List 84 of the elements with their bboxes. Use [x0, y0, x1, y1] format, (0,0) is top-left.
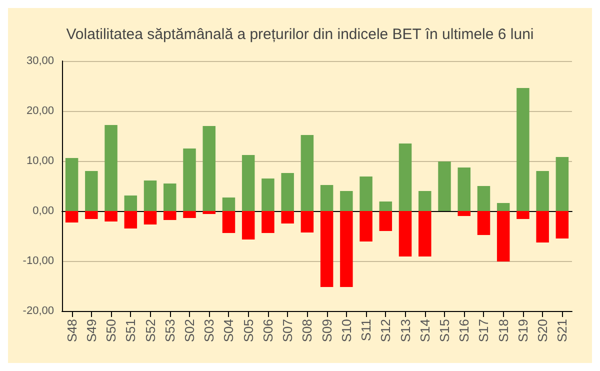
- bar: [183, 148, 196, 211]
- bar: [144, 180, 157, 211]
- x-tick-label: S18: [496, 319, 511, 342]
- bar: [477, 186, 490, 211]
- bar: [536, 211, 549, 242]
- bar: [418, 191, 432, 211]
- bar: [262, 178, 274, 211]
- bar: [281, 173, 294, 211]
- bar: [340, 191, 353, 211]
- x-tick-label: S53: [162, 319, 178, 342]
- bar: [65, 158, 78, 211]
- x-tick-label: S52: [142, 319, 158, 342]
- bar: [124, 196, 138, 211]
- x-tick-label: S50: [104, 319, 119, 342]
- x-tick-label: S08: [300, 319, 315, 342]
- bar: [124, 211, 138, 228]
- y-tick-label: 20,00: [26, 105, 54, 117]
- bar: [458, 168, 470, 211]
- x-tick-label: S09: [319, 319, 334, 342]
- x-tick-label: S14: [417, 319, 432, 342]
- bar: [164, 184, 176, 211]
- x-tick-label: S13: [398, 319, 413, 342]
- x-tick-label: S04: [221, 319, 236, 342]
- chart-title: Volatilitatea săptămânală a prețurilor din indicele BET în ultimele 6 luni: [66, 26, 534, 43]
- bar: [144, 211, 157, 224]
- bar: [379, 211, 392, 231]
- bar: [300, 135, 314, 211]
- x-tick-label: S03: [202, 319, 217, 342]
- x-tick-label: S21: [554, 319, 570, 342]
- bar: [458, 211, 470, 216]
- bar: [222, 198, 236, 211]
- bar: [320, 211, 334, 287]
- x-tick-label: S20: [535, 319, 550, 342]
- bar: [320, 185, 334, 211]
- y-tick-label: 0,00: [32, 205, 54, 217]
- y-tick-label: 30,00: [26, 55, 54, 67]
- bar: [104, 211, 118, 222]
- bar: [183, 211, 196, 218]
- y-tick-label: -10,00: [22, 255, 54, 267]
- x-tick-label: S49: [84, 319, 99, 342]
- bar: [536, 171, 549, 211]
- x-tick-label: S17: [476, 319, 492, 342]
- bar: [104, 125, 118, 211]
- y-tick-label: 10,00: [26, 155, 54, 167]
- x-tick-label: S10: [338, 319, 354, 342]
- x-tick-label: S19: [515, 319, 530, 342]
- bar: [516, 88, 530, 211]
- bar: [477, 211, 490, 235]
- bar: [398, 211, 412, 256]
- bar: [398, 144, 412, 211]
- x-tick-label: S12: [378, 319, 394, 342]
- bar: [496, 211, 510, 262]
- bar: [496, 203, 510, 211]
- bar: [556, 157, 569, 211]
- x-tick-label: S51: [123, 319, 138, 342]
- bar: [222, 211, 236, 233]
- x-tick-label: S11: [358, 319, 374, 342]
- bar: [85, 171, 98, 211]
- bar: [418, 211, 432, 256]
- x-tick-label: S02: [182, 319, 197, 342]
- x-tick-label: S05: [240, 319, 256, 342]
- bar: [65, 211, 78, 222]
- bar: [202, 126, 216, 211]
- x-tick-label: S07: [280, 319, 296, 342]
- bar: [202, 211, 216, 214]
- bar: [438, 162, 451, 211]
- bar: [164, 211, 176, 220]
- bar: [242, 211, 255, 240]
- bar: [242, 155, 255, 211]
- x-tick-label: S48: [64, 319, 80, 342]
- bar: [85, 211, 98, 219]
- bar: [281, 211, 294, 224]
- x-tick-label: S06: [260, 319, 276, 342]
- bar: [300, 211, 314, 232]
- x-tick-label: S15: [437, 319, 452, 342]
- x-tick-label: S16: [456, 319, 472, 342]
- bar: [262, 211, 274, 233]
- y-tick-label: -20,00: [22, 305, 54, 317]
- bar: [340, 211, 353, 287]
- bar: [556, 211, 569, 238]
- bar: [360, 176, 372, 211]
- bar: [360, 211, 372, 242]
- bar: [379, 202, 392, 211]
- bar: [516, 211, 530, 219]
